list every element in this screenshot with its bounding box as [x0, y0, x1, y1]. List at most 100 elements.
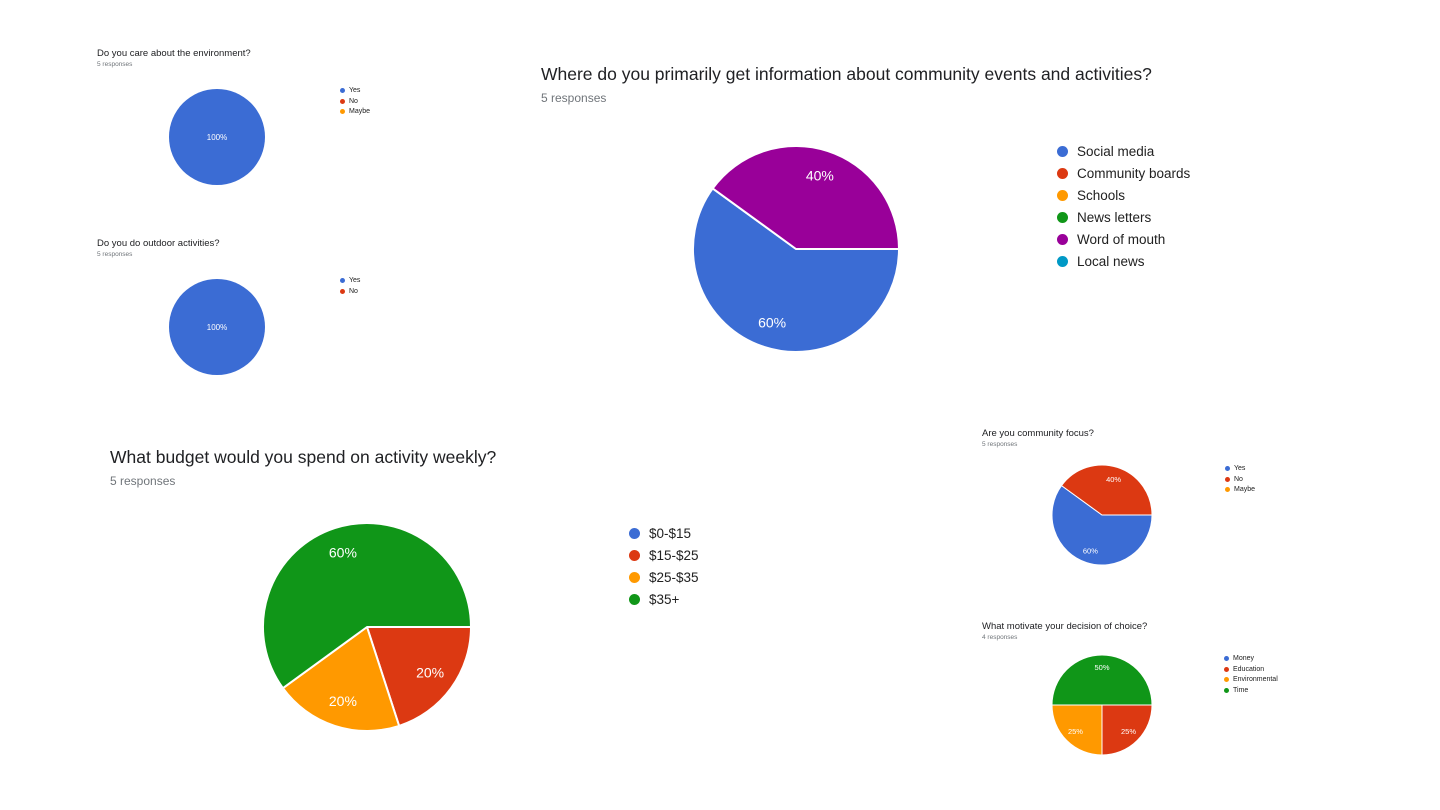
legend-label: Yes [1234, 464, 1246, 472]
legend-item: $0-$15 [629, 522, 699, 544]
pie-slice-label: 40% [806, 167, 834, 183]
pie-legend: Money Education Environmental Time [1224, 653, 1278, 696]
cyan-legend-swatch-icon [1057, 255, 1068, 267]
pie-slice [1051, 704, 1103, 756]
pie-slice-label: 25% [1121, 727, 1136, 736]
response-count: 4 responses [982, 634, 1018, 642]
response-count: 5 responses [541, 91, 607, 105]
orange-legend-swatch-icon [629, 571, 640, 583]
legend-label: Community boards [1077, 165, 1191, 181]
red-legend-swatch-icon [1057, 167, 1068, 179]
legend-label: $25-$35 [649, 569, 699, 585]
pie-legend: Yes No Maybe [1225, 463, 1255, 495]
legend-item: Word of mouth [1057, 228, 1190, 250]
legend-item: Education [1224, 664, 1278, 675]
pie-slice-label: 100% [207, 133, 227, 142]
legend-item: Environmental [1224, 674, 1278, 685]
response-count: 5 responses [97, 61, 133, 69]
legend-item: Yes [1225, 463, 1255, 474]
legend-item: No [340, 286, 360, 297]
pie-slice [366, 626, 472, 727]
pie-slice-label: 60% [758, 314, 786, 330]
legend-item: No [1225, 474, 1255, 485]
red-legend-swatch-icon [629, 549, 640, 561]
orange-legend-swatch-icon [1224, 677, 1229, 683]
pie-chart: 60% 40% [1051, 464, 1153, 566]
legend-item: Local news [1057, 250, 1190, 272]
pie-legend: Yes No Maybe [340, 85, 370, 117]
pie-slice [1051, 654, 1153, 706]
legend-item: Maybe [340, 106, 370, 117]
pie-slice [1101, 704, 1153, 756]
chart-card-decision-motivation: What motivate your decision of choice? 4… [982, 621, 1312, 803]
red-legend-swatch-icon [340, 288, 345, 294]
chart-card-information-sources: Where do you primarily get information a… [541, 64, 1321, 394]
chart-card-outdoor-activities: Do you do outdoor activities? 5 response… [97, 238, 432, 426]
pie-slice-label: 25% [1068, 727, 1083, 736]
pie-slice-label: 60% [329, 545, 357, 561]
chart-title: Do you do outdoor activities? [97, 238, 220, 249]
legend-label: Maybe [1234, 486, 1256, 494]
pie-slice-label: 100% [207, 323, 227, 332]
response-count: 5 responses [110, 474, 176, 488]
legend-item: $35+ [629, 588, 699, 610]
legend-label: News letters [1077, 209, 1152, 225]
chart-title: Are you community focus? [982, 428, 1094, 439]
legend-item: News letters [1057, 206, 1190, 228]
chart-title: What motivate your decision of choice? [982, 621, 1148, 632]
pie-chart: 25% 25% 50% [1051, 654, 1153, 756]
legend-label: Time [1233, 686, 1249, 694]
blue-legend-swatch-icon [1057, 145, 1068, 157]
legend-label: $0-$15 [649, 525, 692, 541]
pie-slice [281, 626, 401, 732]
legend-item: Yes [340, 85, 370, 96]
legend-label: No [1234, 475, 1243, 483]
legend-item: Schools [1057, 184, 1190, 206]
red-legend-swatch-icon [340, 98, 345, 104]
legend-item: Maybe [1225, 484, 1255, 495]
pie-slice [1051, 485, 1153, 566]
green-legend-swatch-icon [1057, 211, 1068, 223]
pie-chart: 100% [169, 89, 265, 185]
pie-slice-label: 20% [329, 693, 357, 709]
pie-legend: Social media Community boards Schools News … [1057, 140, 1190, 272]
legend-label: Word of mouth [1077, 231, 1166, 247]
legend-label: $35+ [649, 591, 680, 607]
pie-slice [169, 89, 265, 185]
green-legend-swatch-icon [1224, 687, 1229, 693]
pie-legend: Yes No [340, 275, 360, 296]
blue-legend-swatch-icon [340, 87, 345, 93]
legend-label: No [349, 287, 358, 295]
legend-label: Local news [1077, 253, 1145, 269]
pie-slice-label: 40% [1106, 475, 1121, 484]
legend-item: Money [1224, 653, 1278, 664]
legend-item: $15-$25 [629, 544, 699, 566]
pie-legend: $0-$15 $15-$25 $25-$35 $35+ [629, 522, 699, 610]
pie-chart: 100% [169, 279, 265, 375]
orange-legend-swatch-icon [1057, 189, 1068, 201]
pie-slice [692, 187, 900, 353]
pie-slice [169, 279, 265, 375]
pie-slice-label: 20% [416, 665, 444, 681]
red-legend-swatch-icon [1225, 476, 1230, 482]
legend-item: $25-$35 [629, 566, 699, 588]
pie-slice-label: 60% [1083, 546, 1098, 555]
pie-slice-label: 50% [1094, 663, 1109, 672]
legend-label: Education [1233, 665, 1265, 673]
chart-card-community-focus: Are you community focus? 5 responses 60%… [982, 428, 1312, 613]
pie-slice [1061, 464, 1153, 516]
chart-title: What budget would you spend on activity … [110, 447, 497, 467]
legend-item: Time [1224, 685, 1278, 696]
pie-slice [262, 522, 472, 690]
legend-label: $15-$25 [649, 547, 699, 563]
blue-legend-swatch-icon [629, 527, 640, 539]
legend-label: Yes [349, 86, 361, 94]
red-legend-swatch-icon [1224, 666, 1229, 672]
legend-label: Yes [349, 276, 361, 284]
orange-legend-swatch-icon [340, 109, 345, 115]
legend-item: No [340, 96, 370, 107]
chart-card-environment: Do you care about the environment? 5 res… [97, 48, 432, 236]
legend-label: Environmental [1233, 676, 1278, 684]
chart-card-weekly-budget: What budget would you spend on activity … [110, 447, 850, 777]
